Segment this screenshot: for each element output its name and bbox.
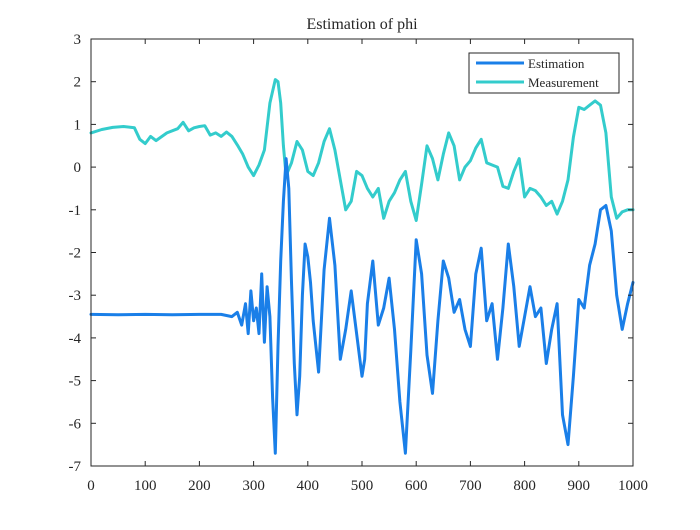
legend: Estimation Measurement <box>468 52 620 94</box>
series-line-estimation <box>89 157 635 455</box>
y-tick-label: 2 <box>74 75 82 91</box>
x-tick-label: 800 <box>513 478 536 494</box>
x-tick-label: 100 <box>134 478 157 494</box>
y-tick-label: -1 <box>69 203 82 219</box>
y-tick-label: -6 <box>69 416 82 432</box>
legend-label-estimation: Estimation <box>528 56 585 71</box>
x-tick-label: 500 <box>351 478 374 494</box>
x-tick-label: 300 <box>242 478 265 494</box>
y-tick-label: 0 <box>74 160 82 176</box>
plot-area <box>91 39 633 466</box>
y-tick-label: 1 <box>74 117 82 133</box>
y-tick-label: -4 <box>69 331 82 347</box>
series-layer <box>89 78 635 455</box>
y-tick-label: -7 <box>69 459 82 475</box>
x-tick-label: 200 <box>188 478 211 494</box>
legend-label-measurement: Measurement <box>528 75 599 90</box>
chart-title: Estimation of phi <box>306 16 418 33</box>
x-tick-label: 1000 <box>618 478 648 494</box>
y-tick-label: -3 <box>69 288 82 304</box>
y-tick-label: -2 <box>69 246 82 262</box>
series-line-measurement <box>89 78 635 222</box>
x-tick-label: 600 <box>405 478 428 494</box>
axes-layer: 0 100 200 300 400 500 600 700 800 900 1000 3 2 1 0 -1 -2… <box>69 32 649 494</box>
legend-box <box>468 52 620 94</box>
x-tick-label: 400 <box>297 478 320 494</box>
x-tick-label: 900 <box>568 478 591 494</box>
y-tick-label: -5 <box>69 374 82 390</box>
x-tick-label: 0 <box>87 478 95 494</box>
y-tick-label: 3 <box>74 32 82 48</box>
x-tick-label: 700 <box>459 478 482 494</box>
